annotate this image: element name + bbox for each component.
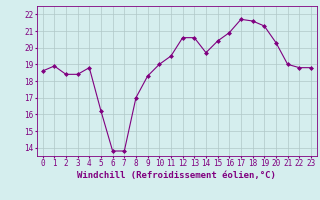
X-axis label: Windchill (Refroidissement éolien,°C): Windchill (Refroidissement éolien,°C): [77, 171, 276, 180]
